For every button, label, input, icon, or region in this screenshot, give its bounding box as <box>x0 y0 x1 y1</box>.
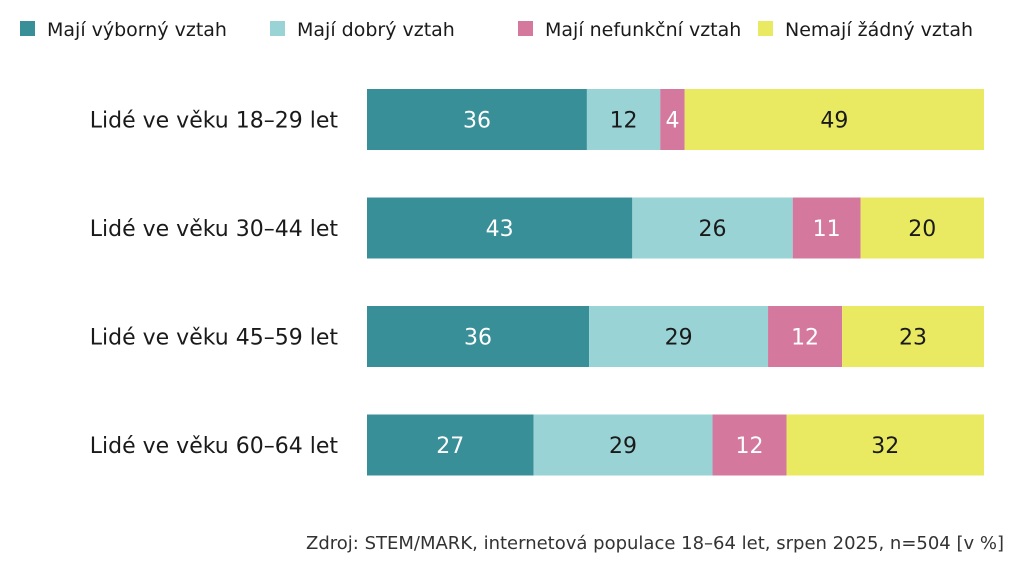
data-label-maji-vyborny-vztah-0: 36 <box>463 109 491 134</box>
data-label-maji-nefunkcni-vztah-3: 12 <box>736 434 764 459</box>
data-label-maji-dobry-vztah-0: 12 <box>610 109 638 134</box>
bar-segment-maji-vyborny-vztah-3 <box>367 414 534 476</box>
legend-label-nemaji-zadny-vztah: Nemají žádný vztah <box>785 19 973 41</box>
legend-swatch-maji-dobry-vztah <box>270 21 285 36</box>
data-label-maji-dobry-vztah-1: 26 <box>699 217 727 242</box>
bar-segment-maji-dobry-vztah-2 <box>589 306 769 367</box>
bar-segment-maji-nefunkcni-vztah-1 <box>792 197 861 259</box>
data-label-nemaji-zadny-vztah-1: 20 <box>908 217 936 242</box>
bar-segment-nemaji-zadny-vztah-1 <box>860 197 984 259</box>
legend-swatch-nemaji-zadny-vztah <box>758 21 773 36</box>
bar-segment-maji-nefunkcni-vztah-0 <box>660 89 685 150</box>
data-label-maji-nefunkcni-vztah-1: 11 <box>813 217 841 242</box>
data-label-maji-vyborny-vztah-1: 43 <box>486 217 514 242</box>
legend: Mají výborný vztah Mají dobrý vztah Mají n… <box>20 19 973 41</box>
bar-segment-maji-dobry-vztah-1 <box>632 197 793 259</box>
legend-item-maji-nefunkcni-vztah: Mají nefunkční vztah <box>518 19 741 41</box>
bar-row-0: 36 12 4 49 <box>367 89 984 150</box>
bar-segment-maji-vyborny-vztah-1 <box>367 197 633 259</box>
data-label-maji-vyborny-vztah-2: 36 <box>464 326 492 351</box>
data-label-maji-dobry-vztah-2: 29 <box>665 326 693 351</box>
legend-label-maji-dobry-vztah: Mají dobrý vztah <box>297 19 455 41</box>
bar-segment-nemaji-zadny-vztah-0 <box>684 89 984 150</box>
bar-segment-nemaji-zadny-vztah-2 <box>842 306 984 367</box>
legend-swatch-maji-vyborny-vztah <box>20 21 35 36</box>
legend-swatch-maji-nefunkcni-vztah <box>518 21 533 36</box>
legend-item-nemaji-zadny-vztah: Nemají žádný vztah <box>758 19 973 41</box>
category-axis: Lidé ve věku 18–29 let Lidé ve věku 30–44… <box>90 109 339 460</box>
bar-segment-maji-nefunkcni-vztah-3 <box>712 414 787 476</box>
bar-segment-maji-vyborny-vztah-2 <box>367 306 590 367</box>
bar-row-2: 36 29 12 23 <box>367 306 984 367</box>
data-label-maji-nefunkcni-vztah-0: 4 <box>665 109 679 134</box>
legend-item-maji-dobry-vztah: Mají dobrý vztah <box>270 19 455 41</box>
data-label-maji-dobry-vztah-3: 29 <box>609 434 637 459</box>
data-label-maji-vyborny-vztah-3: 27 <box>436 434 464 459</box>
category-label-3: Lidé ve věku 60–64 let <box>90 434 339 459</box>
data-label-nemaji-zadny-vztah-2: 23 <box>899 326 927 351</box>
source-note: Zdroj: STEM/MARK, internetová populace 1… <box>306 533 1004 554</box>
legend-item-maji-vyborny-vztah: Mají výborný vztah <box>20 19 227 41</box>
bar-segment-maji-vyborny-vztah-0 <box>367 89 587 150</box>
legend-label-maji-vyborny-vztah: Mají výborný vztah <box>47 19 227 41</box>
bar-segment-maji-dobry-vztah-0 <box>586 89 661 150</box>
data-label-maji-nefunkcni-vztah-2: 12 <box>791 326 819 351</box>
legend-label-maji-nefunkcni-vztah: Mají nefunkční vztah <box>545 19 741 41</box>
category-label-2: Lidé ve věku 45–59 let <box>90 326 339 351</box>
data-label-nemaji-zadny-vztah-0: 49 <box>820 109 848 134</box>
bar-row-1: 43 26 11 20 <box>367 197 984 259</box>
category-label-1: Lidé ve věku 30–44 let <box>90 217 339 242</box>
bar-segment-maji-dobry-vztah-3 <box>533 414 713 476</box>
bar-segment-nemaji-zadny-vztah-3 <box>786 414 984 476</box>
category-label-0: Lidé ve věku 18–29 let <box>90 109 339 134</box>
data-label-nemaji-zadny-vztah-3: 32 <box>871 434 899 459</box>
plot-area: 36 12 4 49 43 26 11 20 36 29 12 23 27 29 12 32 <box>367 89 984 476</box>
bar-row-3: 27 29 12 32 <box>367 414 984 476</box>
bar-segment-maji-nefunkcni-vztah-2 <box>768 306 843 367</box>
